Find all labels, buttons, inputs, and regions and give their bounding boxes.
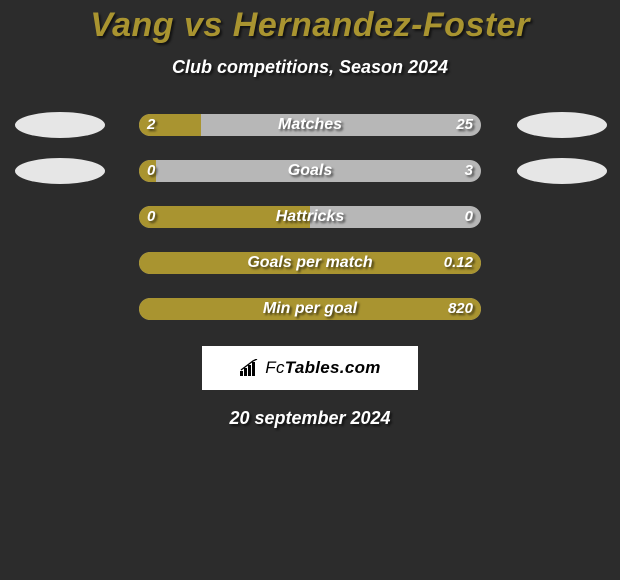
comparison-card: Vang vs Hernandez-Foster Club competitio… [0, 0, 620, 580]
placeholder-ellipse-right [517, 158, 607, 184]
stat-rows: 2 25 Matches 0 3 Goals 0 0 Hattricks [0, 112, 620, 342]
stat-row-matches: 2 25 Matches [0, 112, 620, 158]
logo-text-rest: Tables.com [285, 358, 381, 377]
logo-text: FcTables.com [265, 358, 380, 378]
logo-panel: FcTables.com [202, 346, 418, 390]
stat-label: Min per goal [139, 298, 481, 320]
stat-label: Hattricks [139, 206, 481, 228]
date-text: 20 september 2024 [0, 408, 620, 429]
placeholder-ellipse-right [517, 112, 607, 138]
stat-row-goals-per-match: 0.12 Goals per match [0, 250, 620, 296]
logo-text-prefix: Fc [265, 358, 284, 377]
placeholder-ellipse-left [15, 158, 105, 184]
stat-row-min-per-goal: 820 Min per goal [0, 296, 620, 342]
stat-label: Goals [139, 160, 481, 182]
stat-row-goals: 0 3 Goals [0, 158, 620, 204]
stat-row-hattricks: 0 0 Hattricks [0, 204, 620, 250]
bar-chart-icon [239, 359, 261, 377]
stat-label: Matches [139, 114, 481, 136]
placeholder-ellipse-left [15, 112, 105, 138]
page-title: Vang vs Hernandez-Foster [0, 0, 620, 45]
subtitle: Club competitions, Season 2024 [0, 57, 620, 78]
stat-label: Goals per match [139, 252, 481, 274]
